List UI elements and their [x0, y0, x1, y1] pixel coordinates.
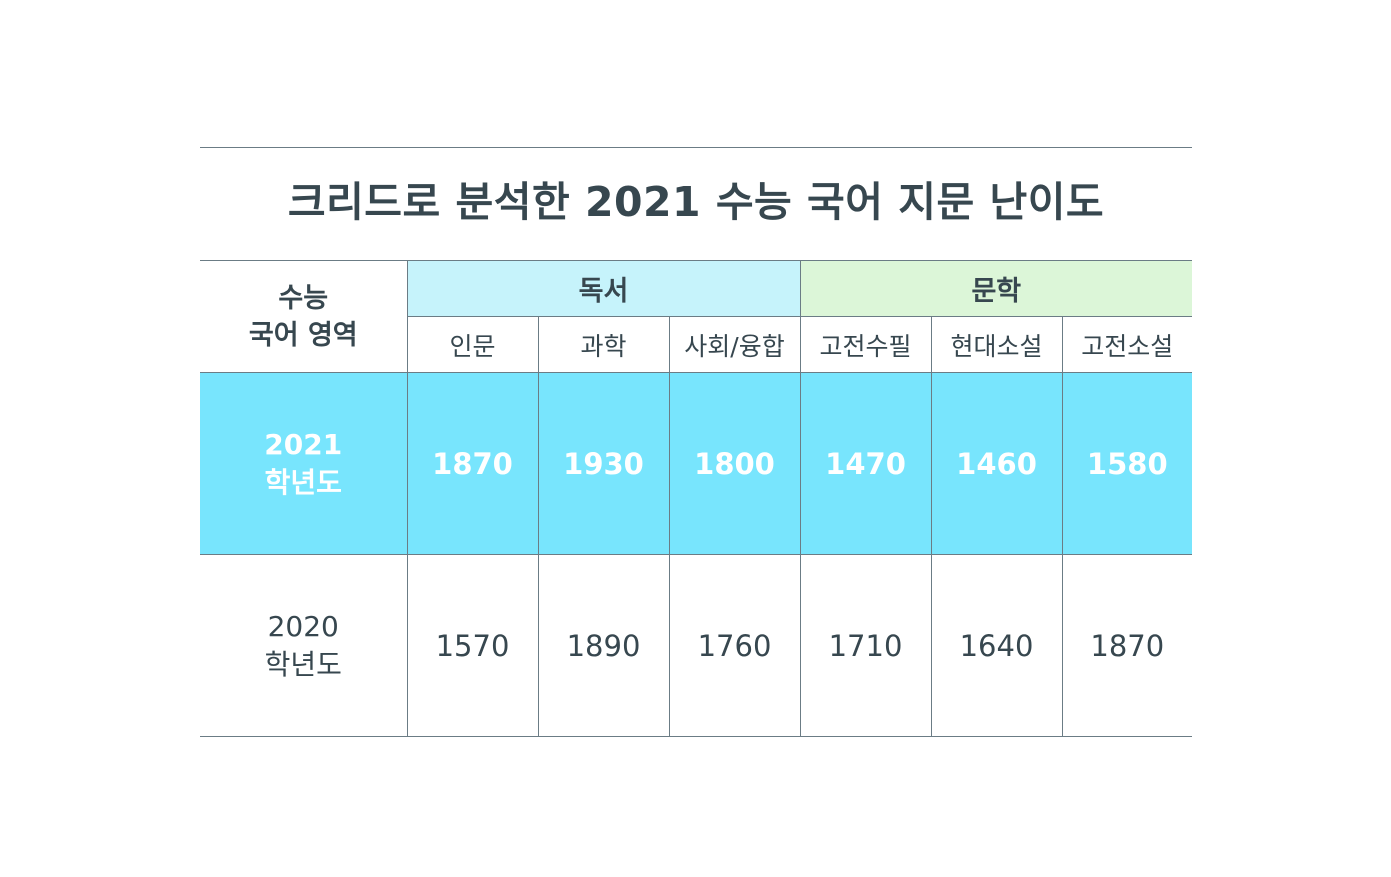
column-header-row: 인문 과학 사회/융합 고전수필 현대소설 고전소설 [200, 316, 1193, 373]
row-label-year: 2020 [267, 609, 339, 643]
chart-title: 크리드로 분석한 2021 수능 국어 지문 난이도 [287, 178, 1105, 226]
data-cell: 1710 [799, 554, 932, 737]
top-rule [200, 147, 1192, 148]
table-row-2020: 2020 학년도 1570 1890 1760 1710 1640 1870 [200, 554, 1193, 737]
data-cell: 1870 [406, 372, 539, 555]
data-cell: 1460 [930, 372, 1063, 555]
data-cell: 1760 [668, 554, 801, 737]
row-label-year: 2021 [264, 427, 343, 461]
column-header-science: 과학 [537, 316, 670, 373]
column-header-society: 사회/융합 [668, 316, 801, 373]
chart-frame: 크리드로 분석한 2021 수능 국어 지문 난이도 수능 국어 영역 독서 문… [200, 0, 1193, 877]
table-row-2021: 2021 학년도 1870 1930 1800 1470 1460 1580 [200, 372, 1193, 555]
column-header-modern-novel: 현대소설 [930, 316, 1063, 373]
data-cell: 1640 [930, 554, 1063, 737]
row-label-2021: 2021 학년도 [200, 372, 408, 555]
column-header-humanities: 인문 [407, 316, 539, 373]
area-header-line-2: 국어 영역 [248, 319, 358, 351]
column-header-classical-novel: 고전소설 [1061, 316, 1193, 373]
group-header-reading: 독서 [406, 260, 801, 317]
data-cell: 1470 [799, 372, 932, 555]
data-cell: 1800 [668, 372, 801, 555]
group-header-row: 수능 국어 영역 독서 문학 [200, 260, 1193, 373]
row-label-suffix: 학년도 [264, 647, 342, 681]
area-header-line-1: 수능 [278, 282, 329, 314]
data-cell: 1870 [1061, 554, 1193, 737]
row-label-2020: 2020 학년도 [200, 554, 408, 737]
data-cell: 1570 [406, 554, 539, 737]
column-header-classical-essay: 고전수필 [799, 316, 932, 373]
data-cell: 1580 [1061, 372, 1193, 555]
group-header-literature: 문학 [799, 260, 1193, 317]
difficulty-table: 수능 국어 영역 독서 문학 인문 과학 사회/융합 고전수필 현대소설 고전소… [200, 260, 1193, 737]
area-header: 수능 국어 영역 [200, 260, 408, 373]
data-cell: 1930 [537, 372, 670, 555]
data-cell: 1890 [537, 554, 670, 737]
row-label-suffix: 학년도 [264, 465, 342, 499]
